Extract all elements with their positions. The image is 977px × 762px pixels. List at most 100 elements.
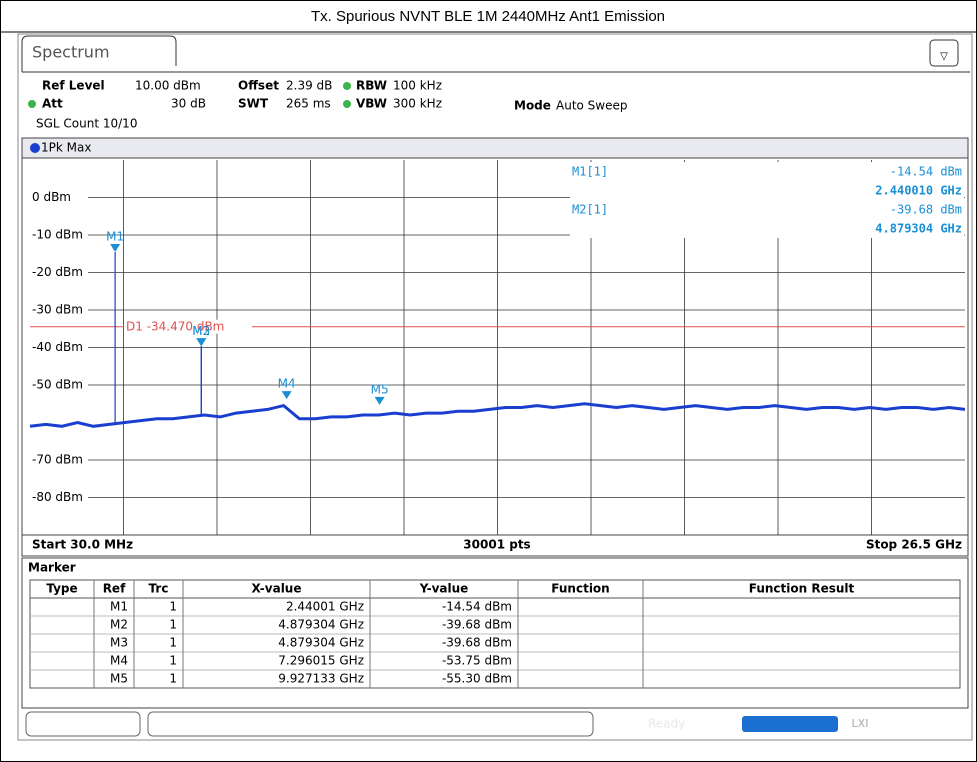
setting-value: 30 dB	[171, 97, 206, 111]
trace-header	[21, 137, 969, 159]
table-cell: M2	[110, 618, 128, 632]
tick-label-bg	[30, 490, 88, 505]
table-cell: 2.44001 GHz	[286, 600, 364, 614]
table-cell: M1	[110, 600, 128, 614]
trace-dot	[30, 143, 40, 153]
setting-label: VBW	[356, 97, 387, 111]
tick-label-bg	[30, 303, 88, 317]
setting-value: 100 kHz	[393, 79, 442, 93]
marker	[281, 391, 292, 400]
menu-icon[interactable]	[929, 39, 959, 67]
setting-value: Auto Sweep	[556, 99, 628, 113]
marker-label: M4	[278, 377, 296, 391]
table-cell: 1	[169, 636, 177, 650]
tab	[21, 35, 177, 72]
status-box	[147, 711, 594, 737]
setting-label: Offset	[238, 79, 279, 93]
setting-value: 300 kHz	[393, 97, 442, 111]
marker-info-freq: 2.440010 GHz	[875, 184, 962, 198]
indicator	[343, 100, 351, 108]
table-header: Type	[46, 582, 77, 596]
marker-info-freq: 4.879304 GHz	[875, 222, 962, 236]
y-tick-label: -50 dBm	[32, 378, 83, 392]
marker-info-level: -39.68 dBm	[890, 203, 962, 217]
table-cell: 1	[169, 654, 177, 668]
indicator	[28, 100, 36, 108]
marker-info-bg	[570, 200, 964, 238]
table-header: Trc	[149, 582, 169, 596]
menu-arrow: ▽	[940, 51, 948, 62]
marker	[374, 396, 385, 405]
table-cell: -39.68 dBm	[442, 618, 512, 632]
tick-label-bg	[30, 190, 88, 205]
tick-label-bg	[30, 265, 88, 280]
y-tick-label: -80 dBm	[32, 490, 83, 504]
points-label: 30001 pts	[463, 538, 530, 552]
table-cell: 7.296015 GHz	[278, 654, 364, 668]
tab-label[interactable]: Spectrum	[32, 43, 110, 62]
marker-info-name: M1[1]	[572, 165, 608, 179]
sweep-count: SGL Count 10/10	[36, 117, 137, 131]
table-cell: 1	[169, 618, 177, 632]
table-header: X-value	[252, 582, 302, 596]
y-tick-label: 0 dBm	[32, 190, 71, 204]
y-tick-label: -20 dBm	[32, 265, 83, 279]
start-label: Start 30.0 MHz	[32, 538, 133, 552]
trace-label: 1Pk Max	[41, 141, 91, 155]
status-box	[25, 711, 141, 737]
setting-label: RBW	[356, 79, 387, 93]
table-cell: -39.68 dBm	[442, 636, 512, 650]
table-cell: 4.879304 GHz	[278, 618, 364, 632]
y-tick-label: -40 dBm	[32, 340, 83, 354]
table-cell: M4	[110, 654, 128, 668]
marker-label: M5	[371, 382, 389, 396]
lxi-logo: LXI	[852, 717, 869, 730]
setting-value: 2.39 dB	[286, 79, 332, 93]
table-header: Y-value	[419, 582, 469, 596]
setting-value: 10.00 dBm	[135, 79, 201, 93]
setting-label: SWT	[238, 97, 269, 111]
status-text: Ready	[648, 717, 685, 731]
table-cell: -14.54 dBm	[442, 600, 512, 614]
tick-label-bg	[30, 228, 88, 242]
y-tick-label: -70 dBm	[32, 453, 83, 467]
y-tick-label: -10 dBm	[32, 228, 83, 242]
tick-label-bg	[30, 453, 88, 467]
indicator	[343, 82, 351, 90]
table-cell: 4.879304 GHz	[278, 636, 364, 650]
tick-label-bg	[30, 340, 88, 355]
setting-label: Att	[42, 97, 63, 111]
table-cell: 1	[169, 600, 177, 614]
marker-info-level: -14.54 dBm	[890, 165, 962, 179]
marker-info-name: M2[1]	[572, 203, 608, 217]
tick-label-bg	[30, 378, 88, 392]
table-cell: -55.30 dBm	[442, 672, 512, 686]
marker-label: M1	[106, 230, 124, 244]
setting-label: Ref Level	[42, 79, 105, 93]
table-cell: 9.927133 GHz	[278, 672, 364, 686]
table-cell: M3	[110, 636, 128, 650]
setting-value: 265 ms	[286, 97, 331, 111]
table-header: Function Result	[749, 582, 855, 596]
marker-label: M2	[192, 324, 210, 338]
stop-label: Stop 26.5 GHz	[866, 538, 962, 552]
table-cell: 1	[169, 672, 177, 686]
table-cell: -53.75 dBm	[442, 654, 512, 668]
page-title: Tx. Spurious NVNT BLE 1M 2440MHz Ant1 Em…	[311, 8, 665, 25]
progress-bar	[742, 716, 838, 732]
display-line-label-bg	[124, 319, 252, 334]
table-header: Function	[551, 582, 609, 596]
marker-info-bg	[570, 162, 964, 200]
trace	[29, 402, 966, 428]
marker	[110, 244, 121, 253]
table-cell: M5	[110, 672, 128, 686]
setting-label: Mode	[514, 99, 551, 113]
y-tick-label: -30 dBm	[32, 303, 83, 317]
marker	[196, 338, 207, 347]
table-title: Marker	[28, 561, 76, 575]
table-header: Ref	[103, 582, 126, 596]
display-line-label: D1 -34.470 dBm	[126, 319, 224, 333]
marker-label: M3	[192, 324, 210, 338]
